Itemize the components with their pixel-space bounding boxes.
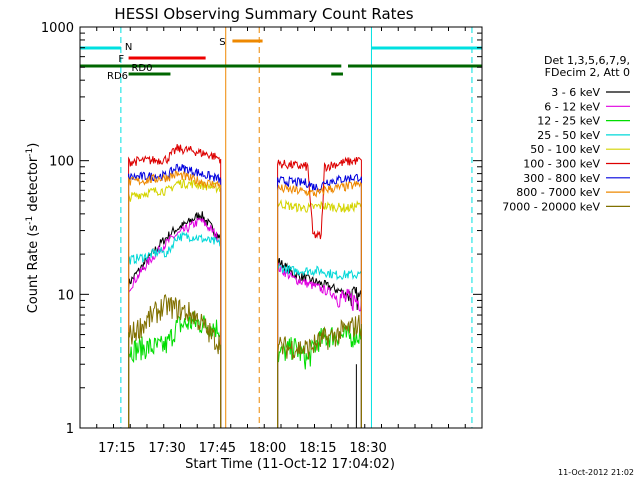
plot-frame <box>79 26 483 429</box>
series-line-2-seg-0 <box>128 311 222 428</box>
datestamp: 11-Oct-2012 21:02 <box>558 468 634 477</box>
y-tick-label-1: 10 <box>57 288 74 303</box>
flag-label-s: S <box>219 37 225 48</box>
legend-label-2: 12 - 25 keV <box>537 115 600 128</box>
flag-label-rd0: RD0 <box>131 63 152 74</box>
legend-label-6: 300 - 800 keV <box>523 172 600 185</box>
series-line-8-seg-0 <box>128 294 222 428</box>
legend-label-5: 100 - 300 keV <box>523 158 600 171</box>
legend-label-0: 3 - 6 keV <box>551 86 600 99</box>
x-axis: 17:15 17:30 17:45 18:00 18:15 18:30 <box>79 27 483 456</box>
y-label-sup: -1 <box>25 216 35 225</box>
series-line-6-seg-1 <box>277 173 362 428</box>
series-group <box>128 144 362 428</box>
legend-label-1: 6 - 12 keV <box>544 100 600 113</box>
series-line-4-seg-1 <box>277 198 362 428</box>
y-label-suffix: ) <box>26 143 41 148</box>
legend-header-0: Det 1,3,5,6,7,9, <box>544 54 630 67</box>
y-label-prefix: Count Rate (s <box>26 225 41 314</box>
flag-label-n: N <box>125 42 132 53</box>
legend-label-4: 50 - 100 keV <box>530 143 600 156</box>
series-line-3-seg-0 <box>128 230 222 428</box>
y-tick-label-0: 1 <box>66 422 74 437</box>
flag-label-rd6: RD6 <box>107 71 128 82</box>
series-line-6-seg-0 <box>128 163 222 428</box>
series-line-5-seg-1 <box>277 156 362 428</box>
x-tick-label-0: 17:15 <box>98 441 135 456</box>
y-label-sup2: -1 <box>25 148 35 157</box>
x-tick-label-3: 18:00 <box>249 441 286 456</box>
legend-header-1: FDecim 2, Att 0 <box>545 66 630 79</box>
y-label-mid: detector <box>26 156 41 216</box>
series-line-7-seg-1 <box>277 180 362 428</box>
series-line-5-seg-0 <box>128 144 222 428</box>
chart-title: HESSI Observing Summary Count Rates <box>114 5 413 23</box>
legend: Det 1,3,5,6,7,9,FDecim 2, Att 0 3 - 6 keV… <box>502 54 630 213</box>
series-line-0-seg-1 <box>277 258 362 428</box>
y-axis: 1 10 100 1000 <box>41 21 482 437</box>
series-line-8-seg-1 <box>277 314 362 428</box>
series-line-1-seg-1 <box>277 262 362 428</box>
series-line-0-seg-0 <box>128 211 222 428</box>
y-axis-label: Count Rate (s-1 detector-1) <box>25 143 41 314</box>
series-line-3-seg-1 <box>277 264 362 428</box>
x-tick-label-5: 18:30 <box>349 441 386 456</box>
legend-label-7: 800 - 7000 keV <box>516 186 600 199</box>
x-tick-label-1: 17:30 <box>148 441 185 456</box>
x-tick-label-4: 18:15 <box>299 441 336 456</box>
y-tick-label-3: 1000 <box>41 21 74 36</box>
y-tick-label-2: 100 <box>49 155 74 170</box>
legend-label-3: 25 - 50 keV <box>537 129 600 142</box>
legend-label-8: 7000 - 20000 keV <box>502 200 600 213</box>
flag-label-f: F <box>118 54 124 65</box>
series-line-1-seg-0 <box>128 217 222 428</box>
x-axis-label: Start Time (11-Oct-12 17:04:02) <box>185 457 395 472</box>
series-line-7-seg-0 <box>128 170 222 428</box>
x-tick-label-2: 17:45 <box>199 441 236 456</box>
